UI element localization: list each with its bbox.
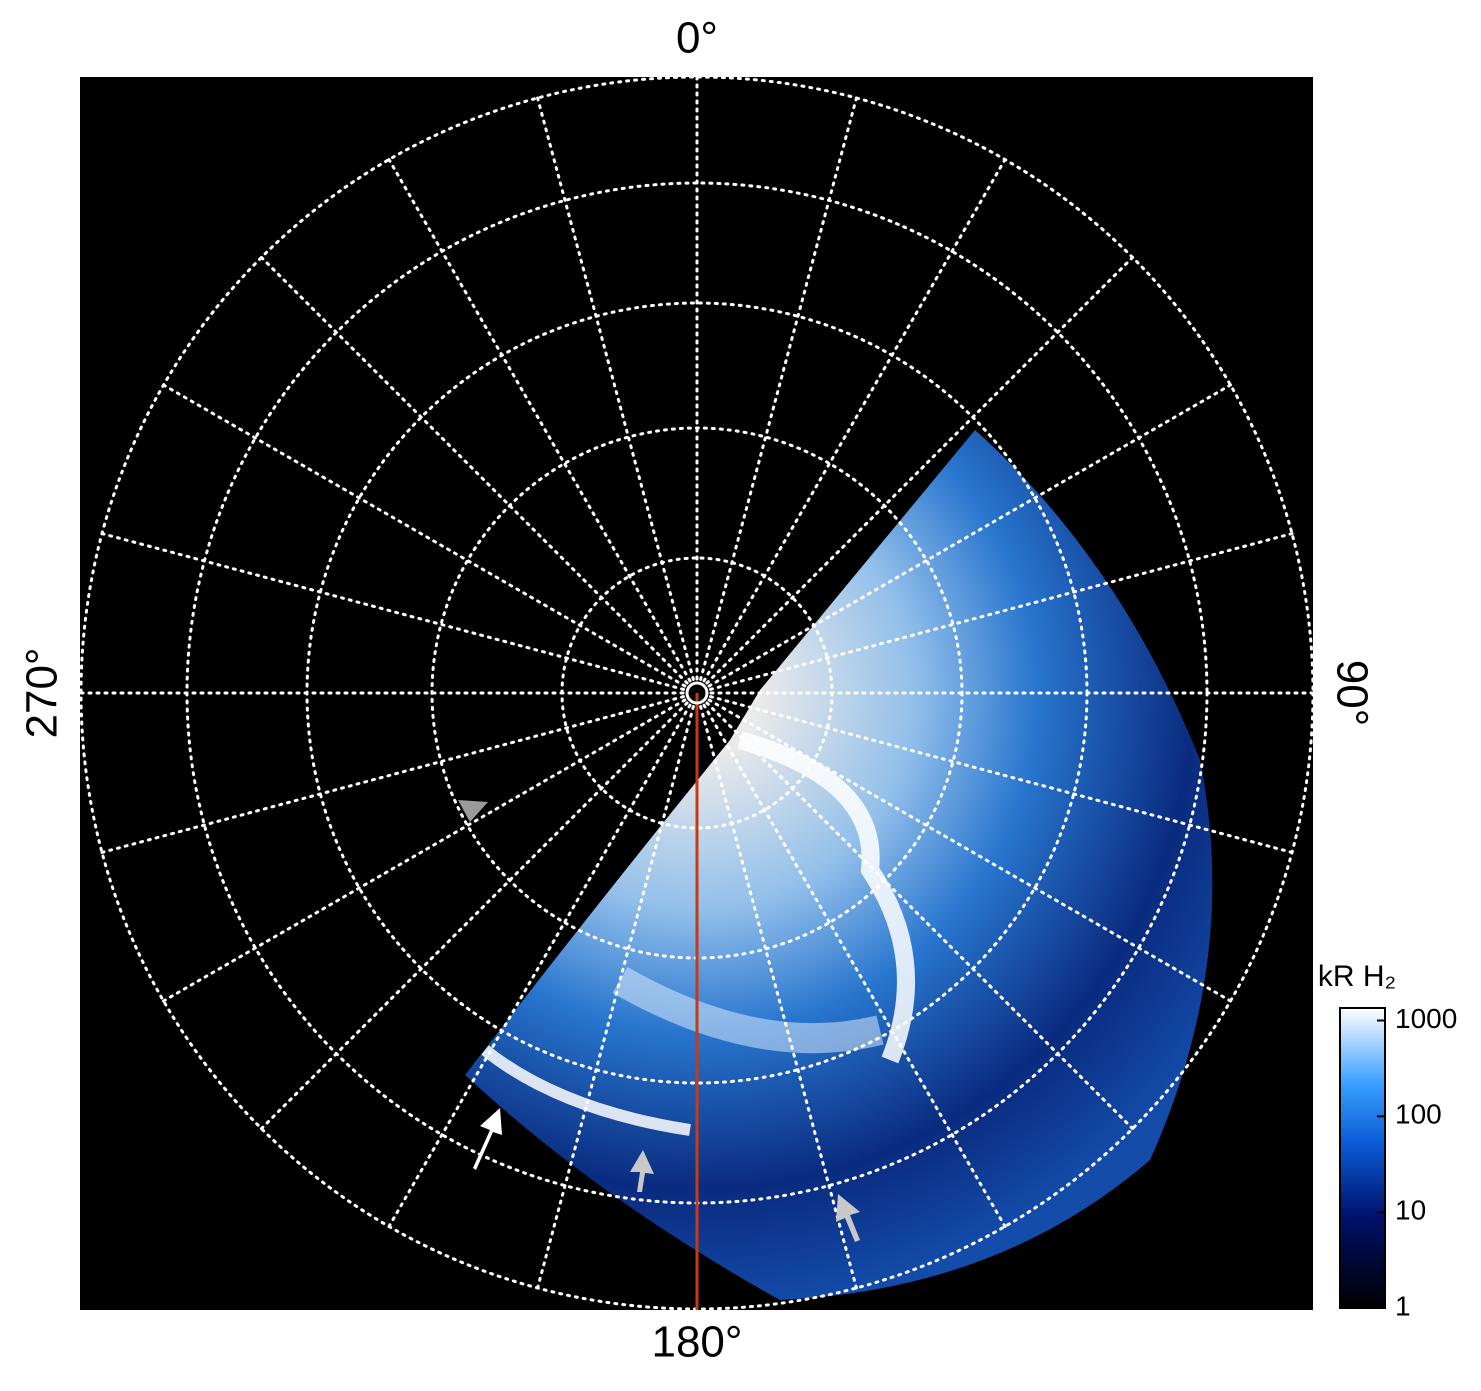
angle-label: 180° xyxy=(651,1318,742,1367)
colorbar-tick-label: 1000 xyxy=(1395,1003,1457,1034)
colorbar-label: kR H₂ xyxy=(1318,960,1396,993)
aurora-image xyxy=(465,430,1213,1300)
colorbar-tick-label: 10 xyxy=(1395,1195,1426,1226)
angle-label: 0° xyxy=(676,14,718,63)
colorbar-tick-label: 100 xyxy=(1395,1099,1442,1130)
angle-label: 270° xyxy=(18,647,67,738)
pole-marker xyxy=(685,681,709,705)
angle-label: 90° xyxy=(1327,660,1376,727)
colorbar xyxy=(1339,1007,1386,1309)
arrows xyxy=(458,800,860,1242)
colorbar-tick-label: 1 xyxy=(1395,1290,1411,1321)
